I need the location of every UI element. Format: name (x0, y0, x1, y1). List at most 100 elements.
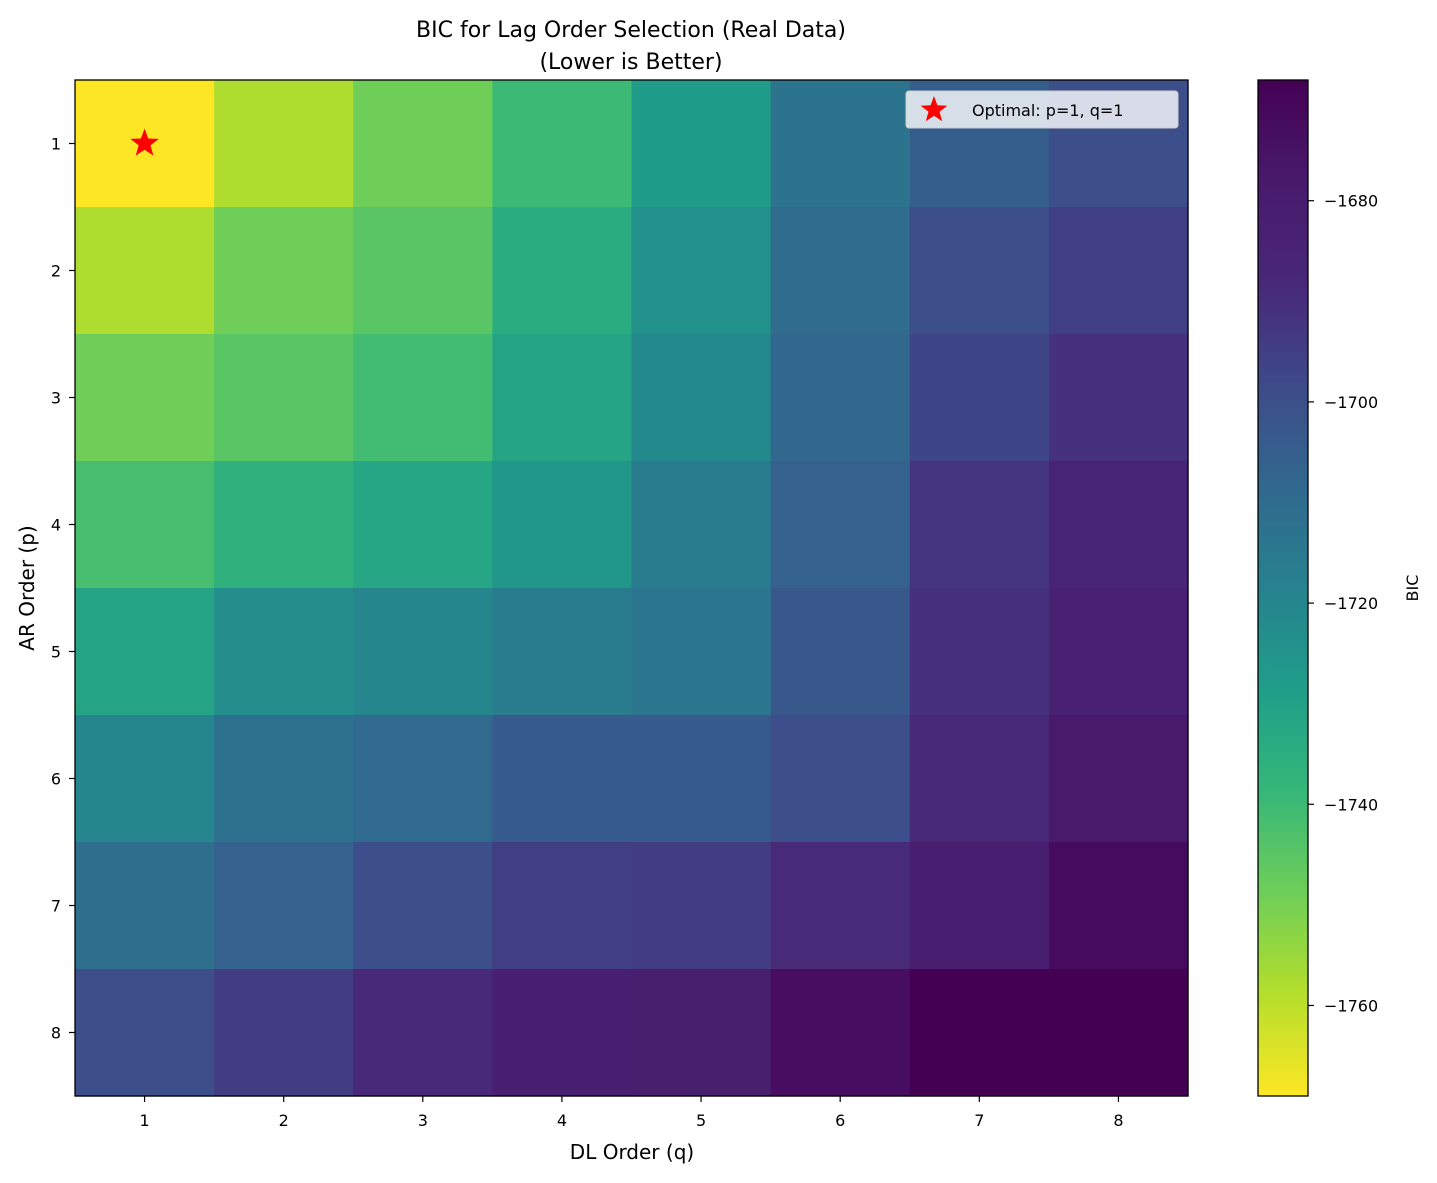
heatmap-cell (1048, 207, 1189, 335)
heatmap-cell (909, 207, 1050, 335)
heatmap-cell (770, 969, 911, 1097)
heatmap-cells (75, 80, 1189, 1097)
heatmap-cell (770, 842, 911, 970)
heatmap-cell (353, 969, 493, 1097)
x-axis-ticks: 1 2 3 4 5 6 7 8 (139, 1096, 1124, 1130)
heatmap-cell (909, 334, 1050, 462)
heatmap-cell (1048, 842, 1189, 970)
y-tick-label: 6 (51, 770, 61, 789)
legend: Optimal: p=1, q=1 (905, 90, 1179, 129)
colorbar-label: BIC (1403, 575, 1422, 602)
plot-frame (74, 79, 1189, 1097)
heatmap-cell (770, 80, 911, 208)
heatmap-cell (631, 80, 772, 208)
heatmap-cell (75, 969, 215, 1097)
heatmap-cell (1048, 334, 1189, 462)
y-tick-label: 2 (51, 262, 61, 281)
heatmap-cell (75, 715, 215, 843)
y-tick-label: 1 (51, 135, 61, 154)
heatmap-cell (75, 334, 215, 462)
heatmap-cell (75, 461, 215, 589)
heatmap-cell (909, 588, 1050, 716)
heatmap-cell (909, 969, 1050, 1097)
y-tick-label: 3 (51, 389, 61, 408)
heatmap-cell (214, 334, 354, 462)
heatmap-cell (214, 842, 354, 970)
heatmap-cell (214, 715, 354, 843)
legend-box (905, 90, 1179, 129)
heatmap-cell (492, 842, 633, 970)
heatmap-cell (631, 969, 772, 1097)
chart-title: BIC for Lag Order Selection (Real Data) (416, 18, 846, 43)
heatmap-cell (492, 588, 633, 716)
x-tick-label: 5 (696, 1111, 706, 1130)
heatmap-cell (770, 588, 911, 716)
x-axis-label: DL Order (q) (570, 1140, 694, 1164)
heatmap-cell (631, 588, 772, 716)
heatmap-cell (1048, 715, 1189, 843)
colorbar-tick-label: −1760 (1324, 996, 1378, 1015)
heatmap-cell (353, 461, 493, 589)
heatmap-cell (631, 334, 772, 462)
chart-subtitle: (Lower is Better) (539, 50, 722, 75)
heatmap-cell (1048, 969, 1189, 1097)
legend-label: Optimal: p=1, q=1 (972, 101, 1123, 120)
heatmap-cell (909, 715, 1050, 843)
heatmap-cell (770, 461, 911, 589)
legend-star-icon (920, 96, 948, 122)
heatmap-cell (492, 715, 633, 843)
heatmap-cell (353, 207, 493, 335)
heatmap-cell (492, 461, 633, 589)
heatmap-cell (353, 588, 493, 716)
heatmap-cell (492, 334, 633, 462)
y-tick-label: 5 (51, 643, 61, 662)
heatmap-cell (631, 461, 772, 589)
heatmap-cell (214, 461, 354, 589)
colorbar-ticks: −1680 −1700 −1720 −1740 −1760 (1308, 192, 1378, 1015)
heatmap-cell (631, 715, 772, 843)
heatmap-cell (492, 207, 633, 335)
heatmap-cell (353, 334, 493, 462)
x-tick-label: 6 (835, 1111, 845, 1130)
heatmap-cell (214, 969, 354, 1097)
heatmap-cell (353, 842, 493, 970)
heatmap-cell (909, 842, 1050, 970)
heatmap-cell (1048, 588, 1189, 716)
heatmap-cell (770, 715, 911, 843)
heatmap-cell (353, 715, 493, 843)
heatmap-cell (492, 969, 633, 1097)
heatmap-cell (1048, 461, 1189, 589)
colorbar-tick-label: −1680 (1324, 192, 1378, 211)
colorbar (1257, 79, 1309, 1097)
x-tick-label: 3 (418, 1111, 428, 1130)
heatmap-cell (909, 461, 1050, 589)
y-tick-label: 8 (51, 1024, 61, 1043)
optimal-star-marker (130, 128, 159, 156)
x-tick-label: 7 (974, 1111, 984, 1130)
x-tick-label: 2 (279, 1111, 289, 1130)
heatmap-cell (770, 334, 911, 462)
heatmap-cell (75, 588, 215, 716)
heatmap-cell (214, 207, 354, 335)
heatmap-cell (492, 80, 633, 208)
heatmap-cell (75, 842, 215, 970)
y-axis-ticks: 1 2 3 4 5 6 7 8 (51, 135, 75, 1043)
colorbar-tick-label: −1740 (1324, 795, 1378, 814)
x-tick-label: 4 (557, 1111, 567, 1130)
heatmap-cell (631, 842, 772, 970)
heatmap-cell (353, 80, 493, 208)
heatmap-cell (631, 207, 772, 335)
optimal-marker-layer (130, 128, 159, 156)
heatmap-cell (75, 207, 215, 335)
y-axis-label: AR Order (p) (15, 525, 39, 650)
x-tick-label: 1 (139, 1111, 149, 1130)
colorbar-tick-label: −1720 (1324, 594, 1378, 613)
heatmap-cell (770, 207, 911, 335)
x-tick-label: 8 (1113, 1111, 1123, 1130)
y-tick-label: 4 (51, 516, 61, 535)
y-tick-label: 7 (51, 897, 61, 916)
heatmap-cell (214, 80, 354, 208)
colorbar-tick-label: −1700 (1324, 393, 1378, 412)
